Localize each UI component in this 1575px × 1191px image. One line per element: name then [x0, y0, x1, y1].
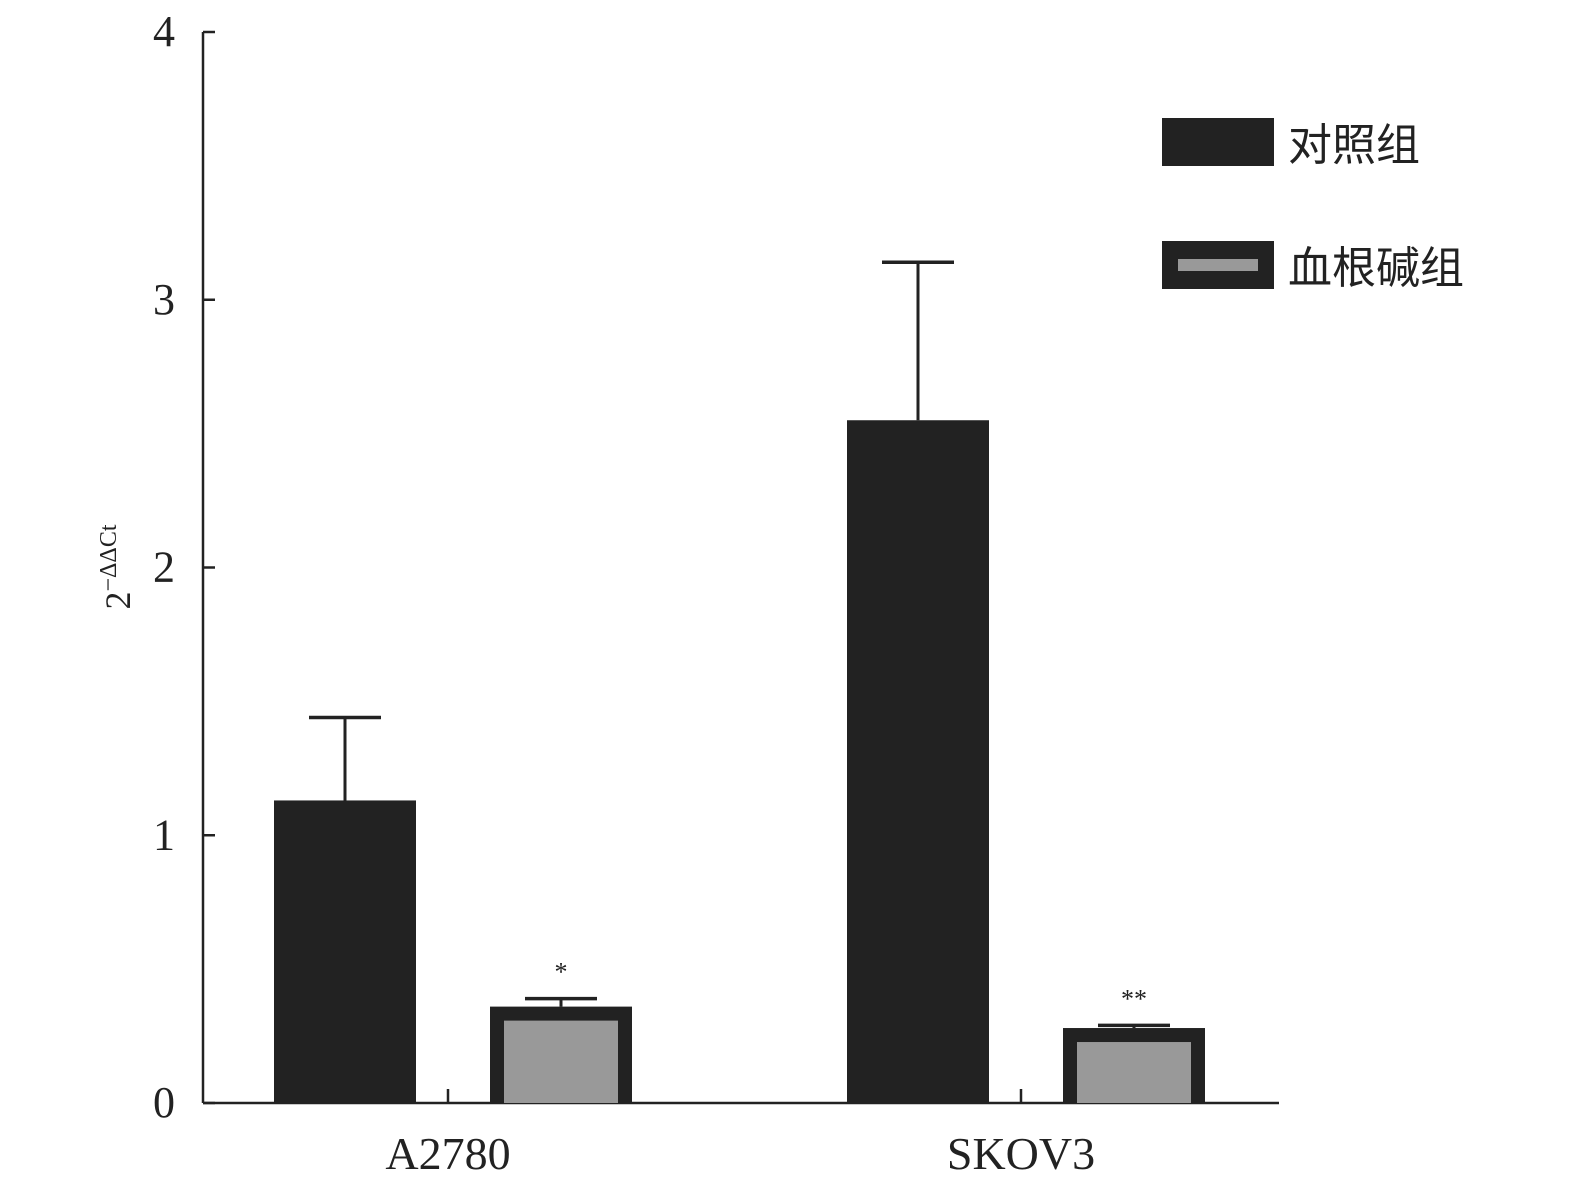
y-tick-label: 4: [153, 7, 175, 56]
y-ticks: 0 1 2 3 4: [153, 7, 215, 1127]
x-category-label: A2780: [385, 1128, 510, 1179]
bar-inner: [504, 1020, 618, 1103]
y-tick-label: 0: [153, 1078, 175, 1127]
y-axis-label-base: 2: [98, 592, 138, 610]
bar: [274, 800, 416, 1103]
y-tick-label: 3: [153, 275, 175, 324]
significance-marks: ***: [555, 958, 1148, 1014]
y-tick-label: 2: [153, 543, 175, 592]
bars: [274, 420, 1205, 1103]
legend-label: 血根碱组: [1288, 243, 1464, 294]
y-axis-label-superscript: −ΔΔCt: [96, 524, 122, 591]
y-axis-label: 2−ΔΔCt: [96, 524, 138, 609]
x-category-label: SKOV3: [947, 1128, 1095, 1179]
legend-label: 对照组: [1288, 120, 1420, 171]
legend-swatch-inner: [1178, 259, 1258, 271]
legend-swatch: [1162, 118, 1274, 166]
x-categories: A2780 SKOV3: [385, 1089, 1095, 1179]
y-tick-label: 1: [153, 810, 175, 859]
significance-label: **: [1121, 984, 1147, 1013]
bar-inner: [1077, 1042, 1191, 1103]
error-bars: [309, 260, 1170, 1029]
bar: [847, 420, 989, 1103]
significance-label: *: [555, 958, 568, 987]
